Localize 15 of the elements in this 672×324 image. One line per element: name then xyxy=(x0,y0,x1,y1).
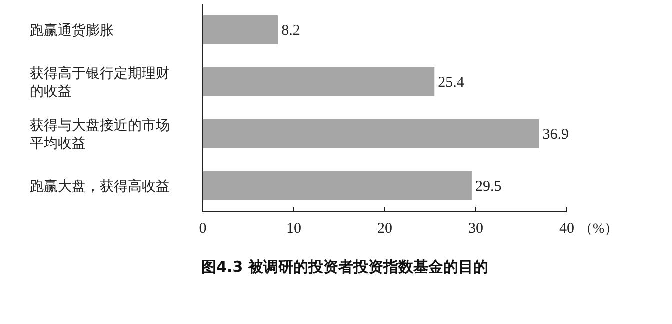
x-tick-label: 20 xyxy=(378,221,392,237)
data-label: 29.5 xyxy=(475,179,502,195)
x-tick-label: 10 xyxy=(286,221,302,237)
x-tick-label: 30 xyxy=(468,221,484,237)
data-label: 25.4 xyxy=(438,75,465,91)
x-tick-label: 40 xyxy=(560,221,574,237)
data-label: 8.2 xyxy=(282,23,300,39)
y-tick-label: 获得高于银行定期理财的收益 xyxy=(30,66,170,100)
y-tick-label: 跑赢大盘，获得高收益 xyxy=(30,179,170,195)
x-axis-title: （%） xyxy=(579,222,619,237)
x-tick-label: 0 xyxy=(199,221,207,237)
text: 图4.3 被调研的投资者投资指数基金的目的 xyxy=(202,258,488,276)
y-tick-label: 获得与大盘接近的市场平均收益 xyxy=(30,118,170,152)
y-tick-label: 跑赢通货膨胀 xyxy=(30,23,114,39)
data-label: 36.9 xyxy=(542,127,570,143)
